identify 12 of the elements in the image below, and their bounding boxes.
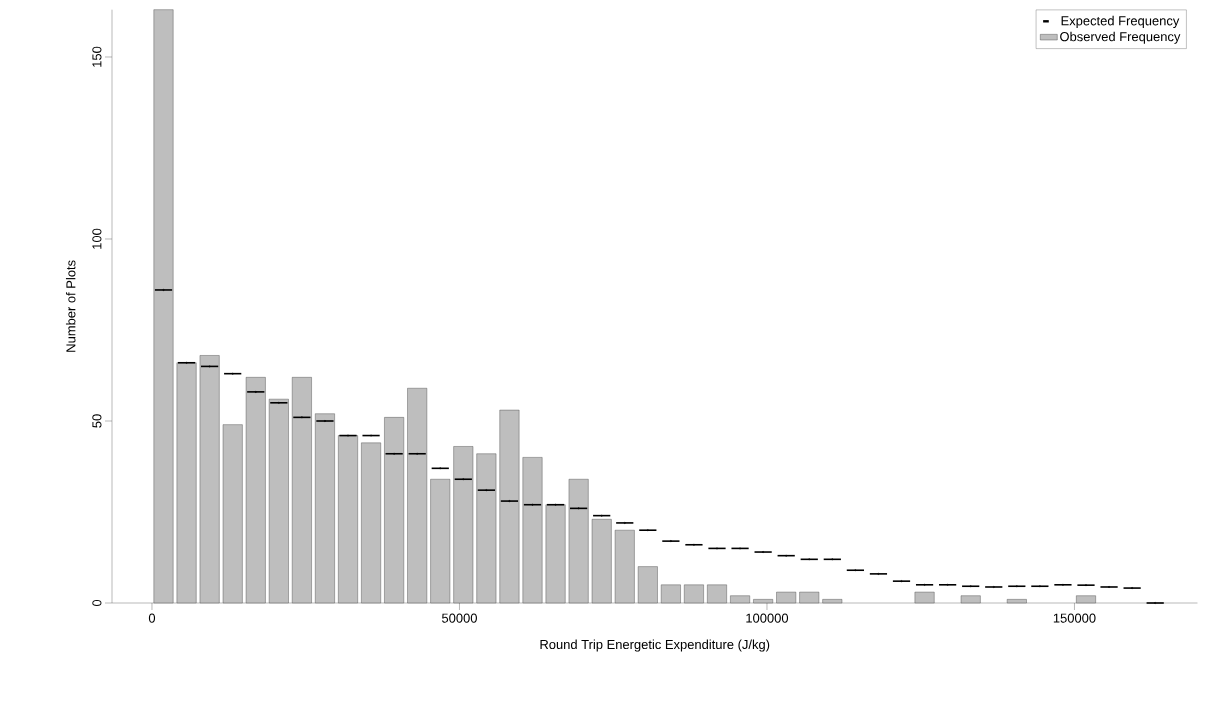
x-tick-label: 100000 [746,613,789,623]
y-tick-label: 150 [92,46,102,67]
legend-label: Observed Frequency [1060,31,1181,44]
x-axis-title: Round Trip Energetic Expenditure (J/kg) [540,639,770,652]
y-axis-title: Number of Plots [65,260,76,352]
x-tick-label: 150000 [1053,613,1096,623]
x-tick-label: 0 [148,613,156,623]
x-tick-label: 50000 [441,613,477,623]
y-tick-label: 100 [92,228,102,249]
legend-label: Expected Frequency [1061,15,1180,28]
y-tick-label: 0 [92,599,102,607]
y-tick-label: 50 [92,414,102,428]
